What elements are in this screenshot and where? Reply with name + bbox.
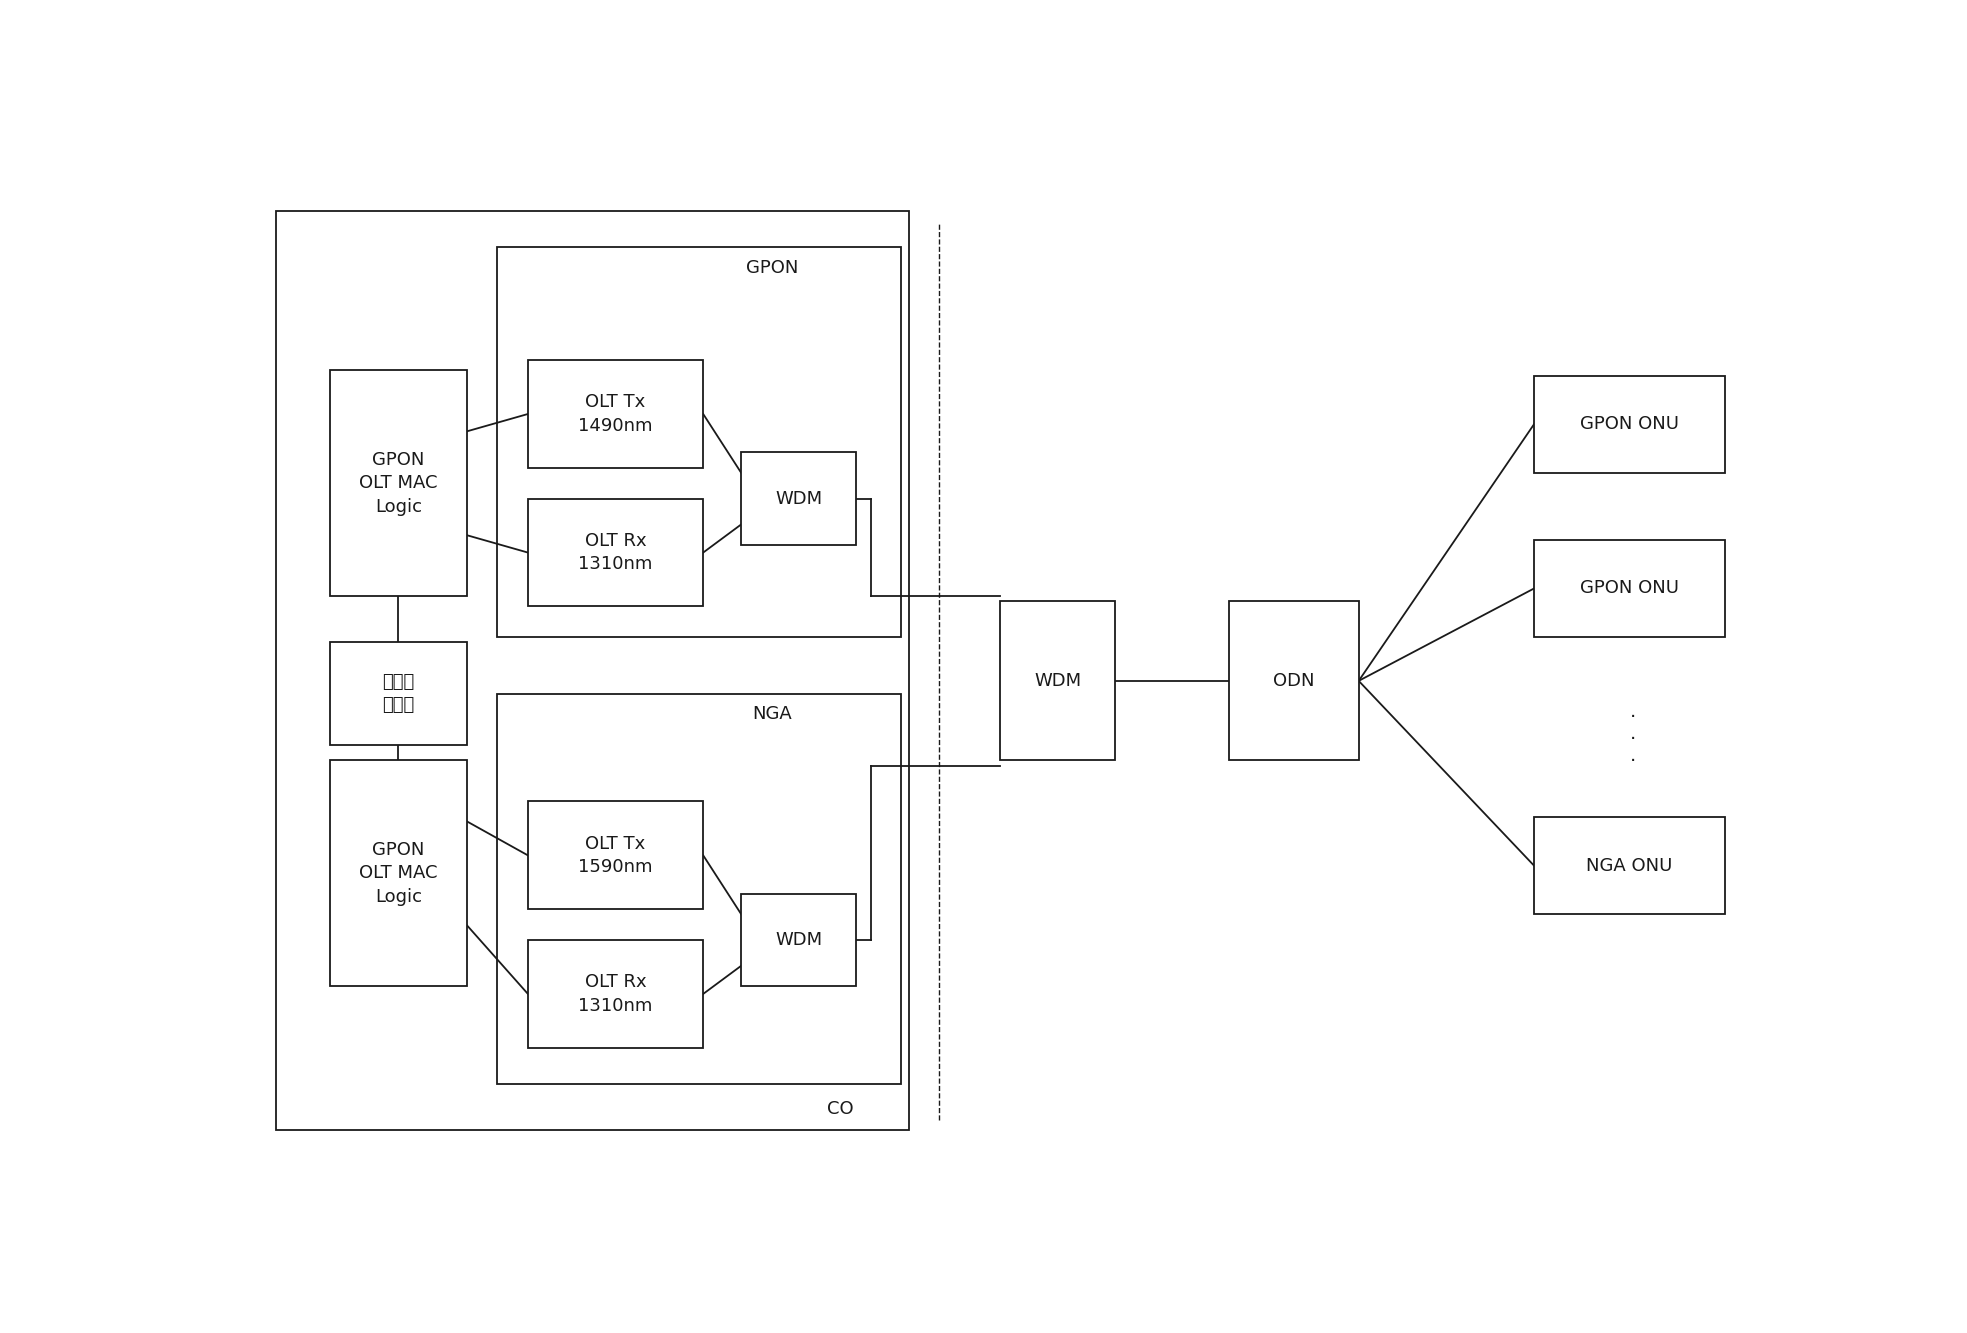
Bar	[498, 693, 901, 1084]
Bar	[1534, 540, 1725, 637]
Bar	[498, 247, 901, 637]
Text: GPON
OLT MAC
Logic: GPON OLT MAC Logic	[360, 451, 437, 516]
Text: CO: CO	[826, 1100, 854, 1118]
Text: WDM: WDM	[775, 930, 822, 949]
Bar	[527, 940, 704, 1048]
Text: 时隙分
配模块: 时隙分 配模块	[382, 673, 415, 714]
Bar	[742, 894, 856, 986]
Text: WDM: WDM	[775, 489, 822, 508]
Text: OLT Tx
1590nm: OLT Tx 1590nm	[578, 834, 653, 876]
Bar	[275, 211, 909, 1130]
Text: ODN: ODN	[1273, 672, 1314, 690]
Text: GPON
OLT MAC
Logic: GPON OLT MAC Logic	[360, 841, 437, 906]
Bar	[330, 371, 466, 596]
Text: GPON: GPON	[745, 259, 799, 277]
Bar	[1229, 601, 1359, 760]
Text: GPON ONU: GPON ONU	[1580, 580, 1678, 597]
Text: NGA ONU: NGA ONU	[1585, 857, 1672, 874]
Text: ·
·
·: · · ·	[1631, 708, 1637, 772]
Bar	[527, 360, 704, 468]
Bar	[527, 801, 704, 909]
Text: WDM: WDM	[1035, 672, 1082, 690]
Text: NGA: NGA	[751, 705, 791, 724]
Text: OLT Tx
1490nm: OLT Tx 1490nm	[578, 393, 653, 435]
Text: OLT Rx
1310nm: OLT Rx 1310nm	[578, 973, 653, 1014]
Bar	[527, 499, 704, 607]
Text: GPON ONU: GPON ONU	[1580, 416, 1678, 433]
Bar	[1534, 817, 1725, 914]
Bar	[742, 452, 856, 545]
Bar	[1001, 601, 1115, 760]
Bar	[1534, 376, 1725, 473]
Text: OLT Rx
1310nm: OLT Rx 1310nm	[578, 532, 653, 573]
Bar	[330, 643, 466, 745]
Bar	[330, 760, 466, 986]
